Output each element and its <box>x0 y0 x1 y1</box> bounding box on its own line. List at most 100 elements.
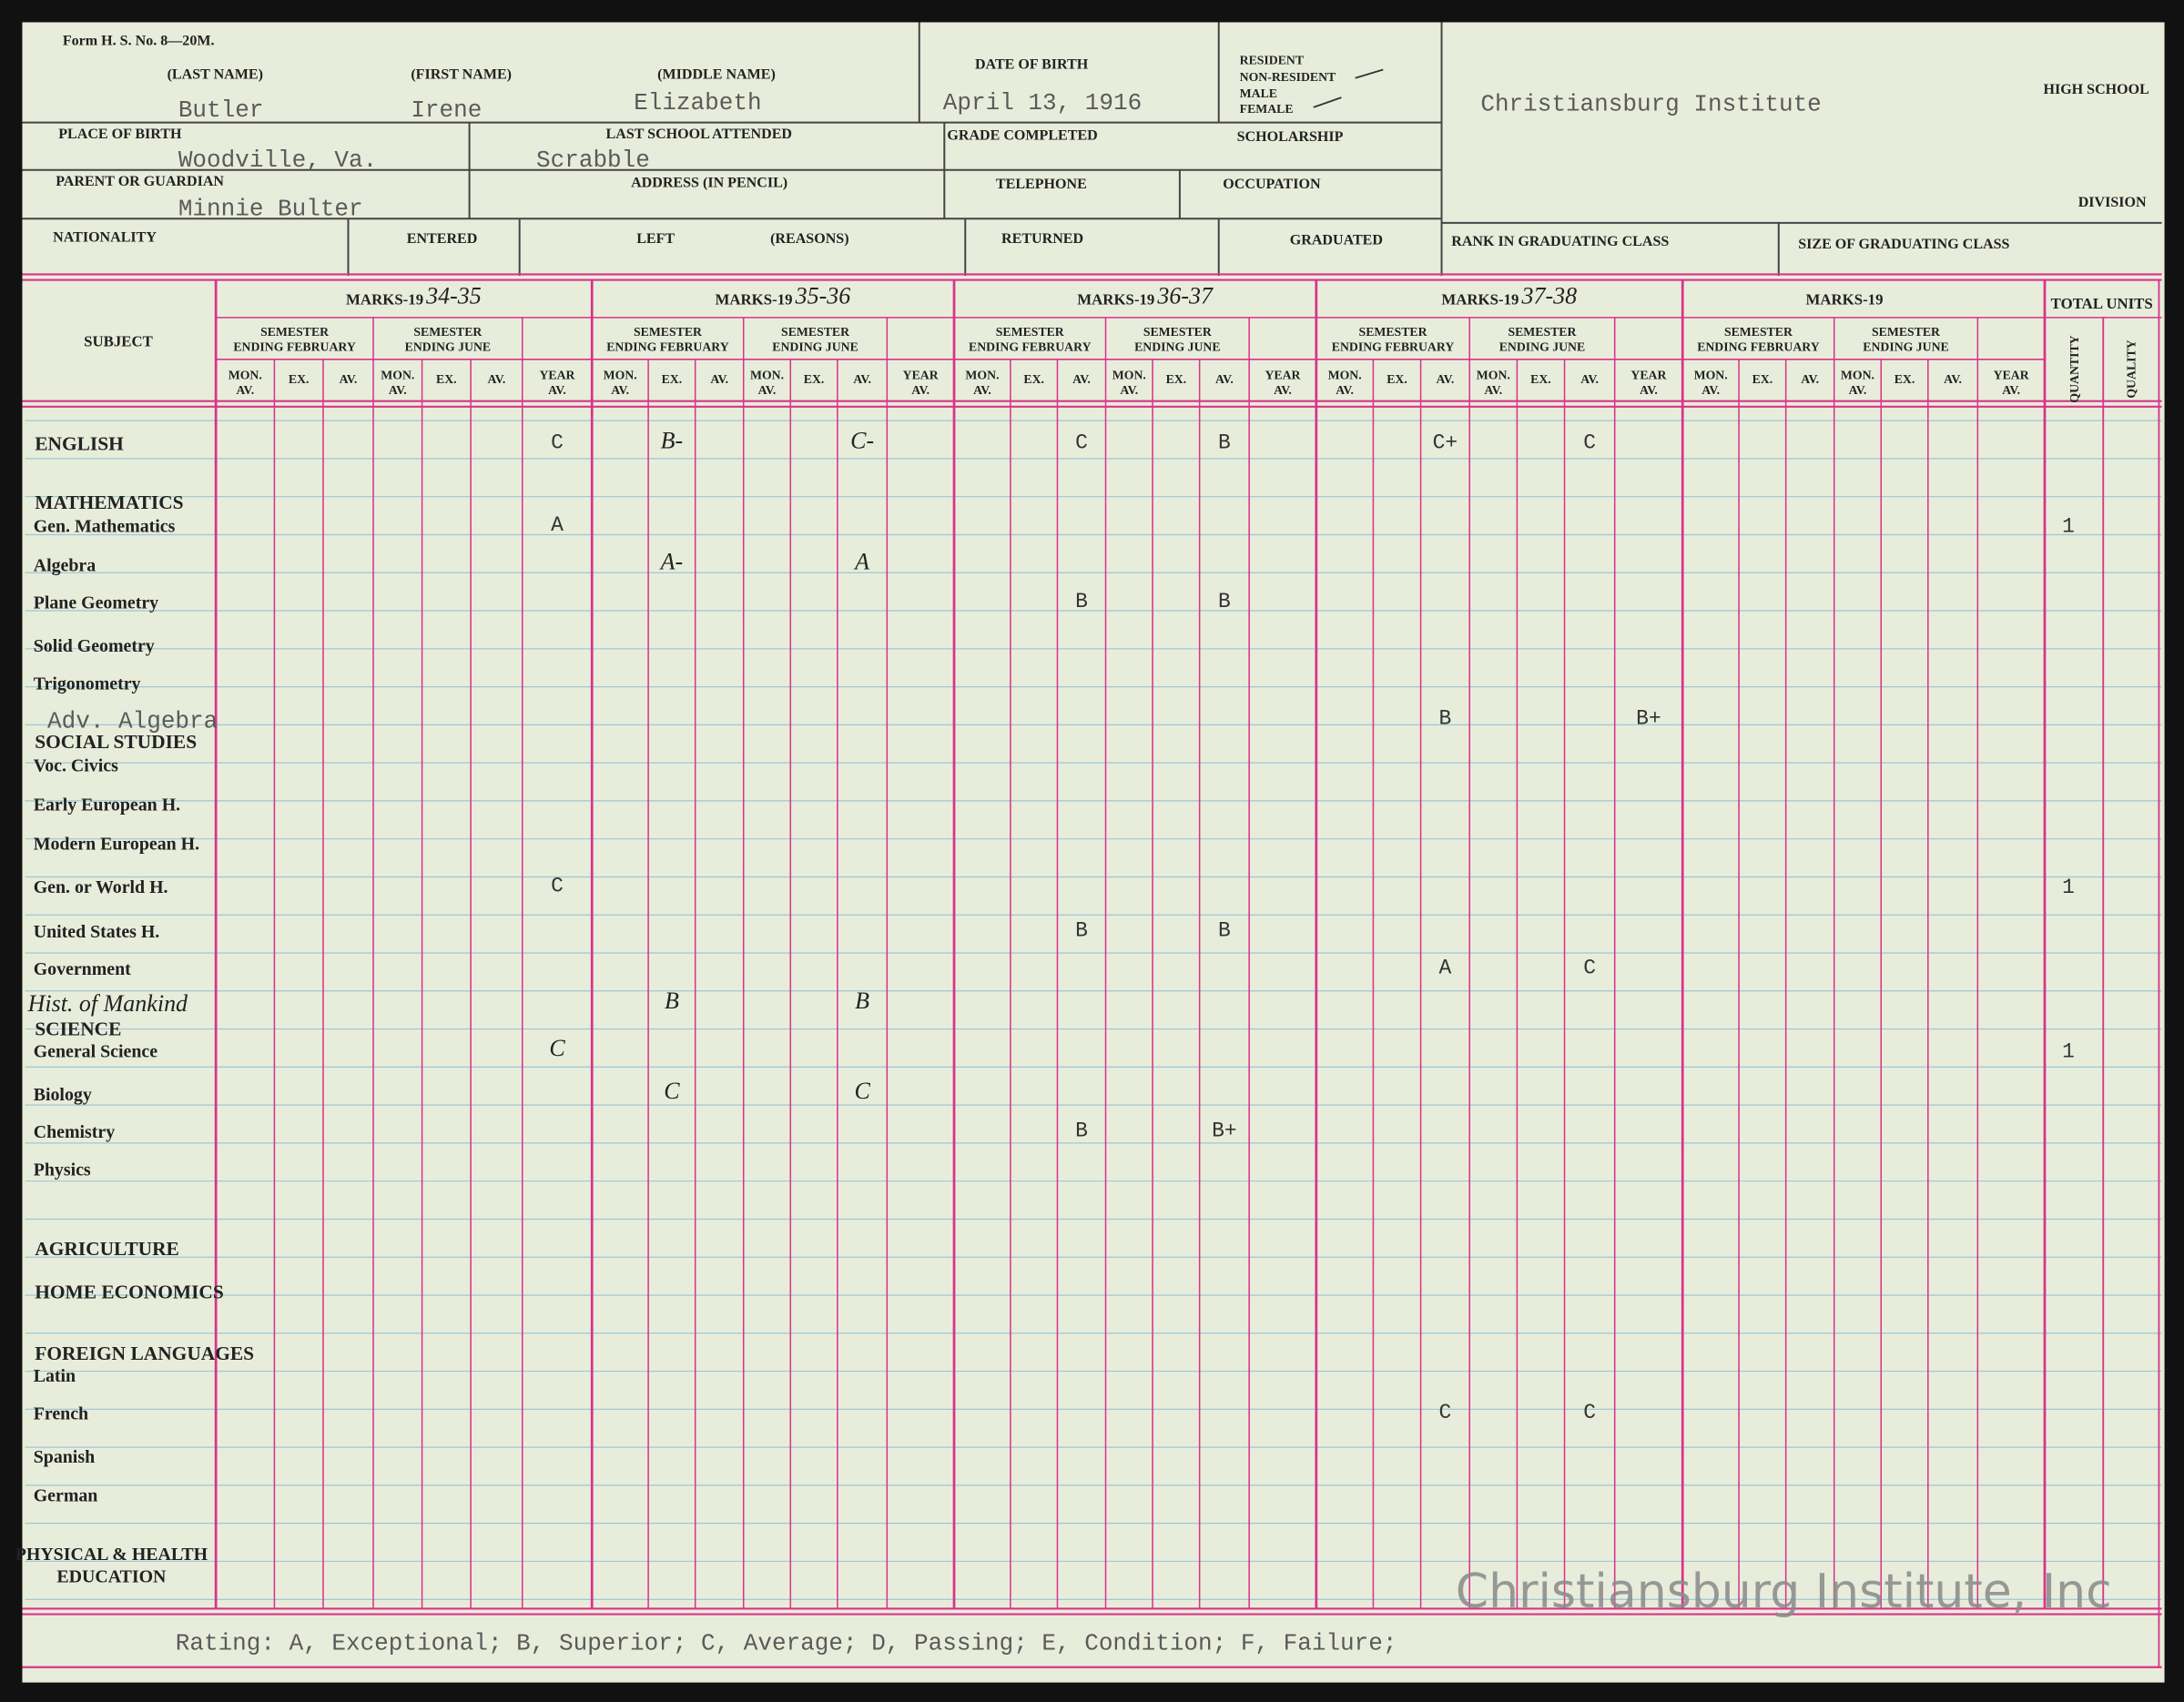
grade: B+ <box>1212 1119 1237 1143</box>
grade: C <box>1583 957 1596 980</box>
subject: Physics <box>34 1160 91 1180</box>
column-label: AV. <box>973 383 991 397</box>
field-label: PARENT OR GUARDIAN <box>56 174 224 189</box>
column-label: AV. <box>488 372 506 386</box>
semester-label: SEMESTER <box>1508 325 1577 339</box>
column-label: YEAR <box>1994 368 2030 381</box>
column-label: MON. <box>381 368 414 381</box>
semester-label: ENDING FEBRUARY <box>1332 340 1455 354</box>
column-label: MON. <box>604 368 637 381</box>
grade: C- <box>850 428 874 454</box>
field-label: PLACE OF BIRTH <box>58 127 182 142</box>
field-label: FEMALE <box>1240 102 1294 116</box>
field-label: DATE OF BIRTH <box>975 57 1089 73</box>
field-label: RESIDENT <box>1240 53 1304 66</box>
column-label: AV. <box>1120 383 1138 397</box>
semester-label: SEMESTER <box>1872 325 1941 339</box>
column-label: MON. <box>1112 368 1146 381</box>
field-label: (REASONS) <box>770 231 848 247</box>
field-label: NATIONALITY <box>53 229 157 245</box>
column-label: AV. <box>340 372 358 386</box>
grade: B <box>1218 431 1231 455</box>
grade: B <box>1075 590 1088 613</box>
subject-heading: MATHEMATICS <box>35 491 183 513</box>
grade: B <box>1439 707 1452 731</box>
column-label: EX. <box>1023 372 1044 386</box>
grade: C <box>551 874 564 897</box>
field-label: HIGH SCHOOL <box>2043 82 2149 97</box>
field-value: Scrabble <box>536 147 650 174</box>
subject: Spanish <box>34 1447 95 1467</box>
quality-header: QUALITY <box>2125 339 2138 398</box>
column-label: AV. <box>611 383 629 397</box>
column-label: YEAR <box>903 368 940 381</box>
field-label: (LAST NAME) <box>168 66 263 82</box>
column-label: EX. <box>1166 372 1187 386</box>
marks-label: MARKS-19 <box>1077 290 1154 308</box>
subject: Trigonometry <box>34 674 141 694</box>
field-label: ENTERED <box>407 231 478 247</box>
semester-label: SEMESTER <box>1359 325 1428 339</box>
watermark: Christiansburg Institute, Inc <box>1456 1565 2112 1619</box>
subject: Gen. or World H. <box>34 877 168 897</box>
semester-label: SEMESTER <box>781 325 850 339</box>
column-label: AV. <box>548 383 566 397</box>
grade: B <box>1218 918 1231 942</box>
subject: Adv. Algebra <box>47 708 218 735</box>
semester-label: ENDING JUNE <box>1134 340 1220 354</box>
semester-label: SEMESTER <box>260 325 330 339</box>
column-label: AV. <box>1580 372 1599 386</box>
column-label: EX. <box>804 372 825 386</box>
subject: Latin <box>34 1366 76 1386</box>
subject: Government <box>34 959 131 979</box>
semester-label: SEMESTER <box>634 325 703 339</box>
field-value: Butler <box>178 96 264 124</box>
subject: Chemistry <box>34 1122 115 1142</box>
field-value: Woodville, Va. <box>178 147 377 174</box>
field-label: Form H. S. No. 8—20M. <box>63 34 215 49</box>
grade: B+ <box>1636 707 1661 731</box>
unit-quantity: 1 <box>2062 1039 2075 1063</box>
field-label: RANK IN GRADUATING CLASS <box>1451 234 1669 249</box>
column-label: AV. <box>1274 383 1292 397</box>
rating-legend: Rating: A, Exceptional; B, Superior; C, … <box>176 1630 1397 1657</box>
marks-year: 34-35 <box>425 282 482 309</box>
field-label: ADDRESS (IN PENCIL) <box>631 176 787 191</box>
semester-label: ENDING FEBRUARY <box>233 340 356 354</box>
column-label: AV. <box>853 372 871 386</box>
subject: Voc. Civics <box>34 756 118 776</box>
column-label: EX. <box>1752 372 1773 386</box>
grade: B- <box>661 428 684 454</box>
field-label: RETURNED <box>1001 231 1083 247</box>
field-value: Irene <box>411 96 482 124</box>
column-label: AV. <box>1072 372 1091 386</box>
total-units: TOTAL UNITS <box>2051 295 2153 312</box>
subject-heading: HOME ECONOMICS <box>35 1282 224 1303</box>
field-label: (MIDDLE NAME) <box>657 66 776 82</box>
semester-label: ENDING FEBRUARY <box>606 340 729 354</box>
field-label: DIVISION <box>2078 195 2147 210</box>
column-label: AV. <box>2002 383 2020 397</box>
subject: United States H. <box>34 922 160 942</box>
subject-heading: EDUCATION <box>56 1566 167 1586</box>
column-label: EX. <box>436 372 457 386</box>
field-label: SIZE OF GRADUATING CLASS <box>1798 237 2009 252</box>
column-label: MON. <box>965 368 999 381</box>
marks-year: 36-37 <box>1156 282 1214 309</box>
paper <box>22 22 2165 1683</box>
marks-label: MARKS-19 <box>346 290 423 308</box>
grade: B <box>665 988 679 1014</box>
marks-label: MARKS-19 <box>1441 290 1519 308</box>
semester-label: SEMESTER <box>1143 325 1213 339</box>
subject-heading: SCIENCE <box>35 1018 121 1039</box>
subject: Algebra <box>34 555 97 575</box>
column-label: AV. <box>710 372 728 386</box>
semester-label: ENDING JUNE <box>1863 340 1948 354</box>
field-label: MALE <box>1240 86 1277 100</box>
subject-heading: SOCIAL STUDIES <box>35 731 197 753</box>
marks-year: 37-38 <box>1520 282 1577 309</box>
column-label: MON. <box>1841 368 1874 381</box>
subject: Modern European H. <box>34 834 199 854</box>
subject: Plane Geometry <box>34 593 158 613</box>
subject: Biology <box>34 1085 92 1105</box>
